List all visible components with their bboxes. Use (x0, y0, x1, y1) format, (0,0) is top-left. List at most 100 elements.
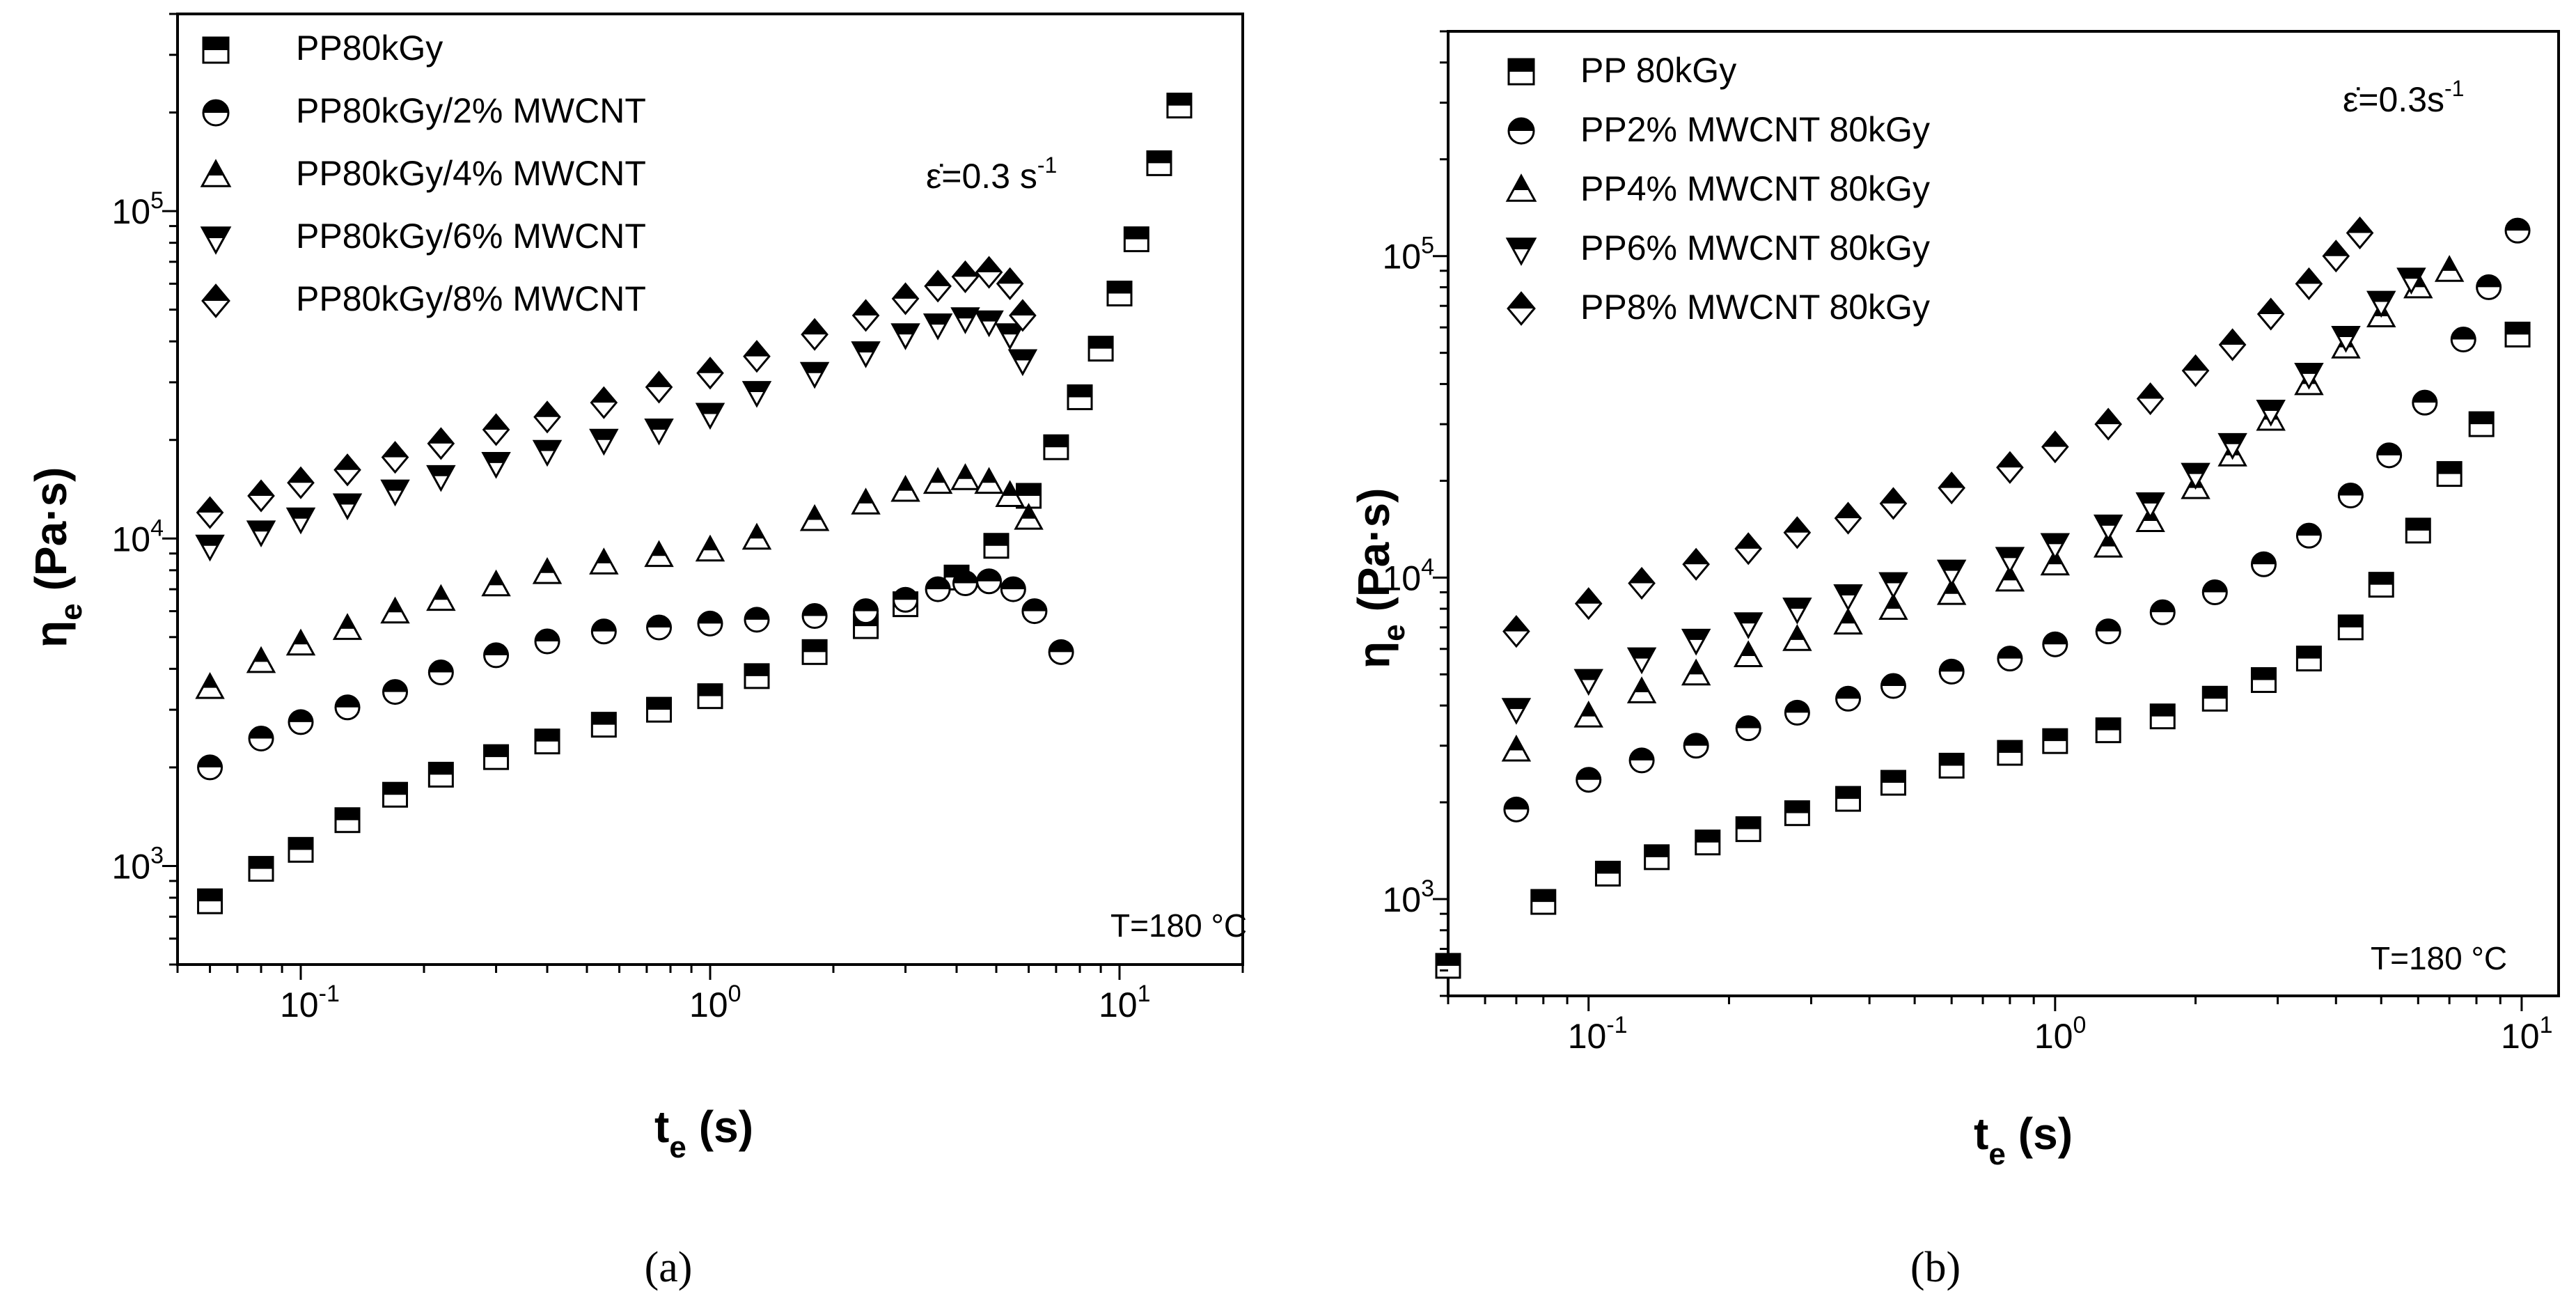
y-axis-title-b: ηe(Pa·s) (1349, 488, 1411, 669)
data-point (1695, 829, 1721, 856)
data-point (2040, 533, 2071, 561)
data-point (1735, 715, 1761, 742)
data-point (741, 522, 772, 550)
data-point (741, 381, 772, 408)
data-point (382, 679, 409, 705)
legend-marker-a-4 (201, 283, 230, 318)
data-point (995, 323, 1025, 350)
data-point (427, 761, 454, 788)
legend-label-b-2: PP4% MWCNT 80kGy (1580, 169, 1930, 208)
data-point (532, 439, 563, 467)
data-point (1043, 434, 1069, 460)
data-point (1878, 593, 1908, 621)
data-point (2094, 407, 2122, 441)
data-point (380, 596, 410, 624)
strain-rate-label-a: ε̇=0.3 s-1 (926, 153, 1057, 196)
data-point (1626, 676, 1657, 703)
x-tick-label-a-0: 10-1 (280, 981, 340, 1024)
data-point (646, 614, 673, 641)
series-b-3 (1501, 267, 2426, 725)
data-point (2042, 728, 2068, 754)
data-point (799, 361, 830, 389)
data-point (1501, 734, 1532, 762)
data-point (248, 856, 274, 882)
y-tick-label-a-2: 105 (111, 187, 164, 231)
data-point (974, 467, 1004, 494)
axis-ticks-b: 10-1 100 101 103 104 105 (1382, 30, 2553, 1056)
y-axis-sub-a: e (54, 603, 88, 620)
legend-marker-b-3 (1505, 237, 1537, 266)
data-point (1735, 816, 1761, 843)
data-point (1146, 150, 1172, 176)
temperature-label-b: T=180 °C (2371, 940, 2507, 976)
series-a-2 (195, 463, 1044, 699)
data-point (2504, 321, 2531, 348)
data-point (893, 586, 919, 613)
data-point (922, 313, 953, 341)
data-point (1021, 598, 1048, 625)
data-point (2468, 411, 2495, 437)
data-point (801, 318, 828, 351)
data-point (1938, 471, 1965, 505)
y-tick-label-b-2: 105 (1382, 233, 1434, 276)
data-point (427, 660, 454, 686)
legend-b: PP 80kGy PP2% MWCNT 80kGy PP4% MWCNT 80k… (1505, 51, 1930, 327)
data-point (646, 696, 673, 723)
legend-marker-a-3 (200, 226, 232, 255)
data-point (801, 603, 828, 630)
data-point (195, 534, 225, 562)
data-point (2504, 217, 2531, 244)
legend-marker-b-1 (1507, 117, 1535, 145)
data-point (1681, 658, 1711, 686)
data-point (891, 282, 920, 315)
data-point (975, 256, 1003, 289)
data-point (382, 781, 409, 808)
data-point (482, 413, 510, 446)
data-point (533, 400, 561, 434)
data-point (534, 628, 560, 655)
data-point (2376, 442, 2403, 469)
data-point (197, 888, 223, 914)
data-point (426, 465, 456, 492)
x-axis-unit-b: (s) (2018, 1109, 2073, 1159)
y-axis-title-a: ηe(Pa·s) (26, 467, 88, 648)
data-point (589, 428, 619, 456)
data-point (2217, 432, 2247, 460)
data-point (951, 260, 980, 294)
panel-label-b: (b) (1910, 1244, 1961, 1291)
legend-a: PP80kGy PP80kGy/2% MWCNT PP80kGy/4% MWCN… (200, 29, 646, 318)
data-point (2250, 551, 2277, 577)
data-point (2149, 599, 2176, 625)
data-point (644, 419, 674, 446)
data-point (644, 540, 674, 568)
legend-label-a-2: PP80kGy/4% MWCNT (296, 154, 646, 193)
data-point (1000, 576, 1026, 602)
data-point (590, 712, 617, 738)
data-point (2256, 400, 2286, 427)
data-point (2256, 297, 2285, 331)
data-point (1574, 587, 1603, 621)
data-point (995, 480, 1025, 507)
data-point (285, 507, 316, 535)
y-tick-label-b-0: 103 (1382, 875, 1434, 919)
data-point (1628, 566, 1656, 600)
data-point (483, 642, 510, 669)
data-point (2337, 483, 2364, 509)
x-tick-label-b-2: 101 (2501, 1012, 2553, 1056)
data-point (1936, 578, 1967, 605)
data-point (590, 618, 617, 645)
data-point (426, 584, 456, 611)
data-point (950, 307, 980, 334)
data-point (2218, 328, 2247, 361)
y-tick-label-b-1: 104 (1382, 554, 1434, 598)
data-point (334, 807, 361, 834)
chart-panel-b: 10-1 100 101 103 104 105 PP 80kGy PP2% MWCNT … (1349, 30, 2560, 1291)
data-point (1048, 639, 1074, 665)
data-point (2295, 646, 2322, 672)
data-point (589, 547, 619, 575)
legend-label-a-1: PP80kGy/2% MWCNT (296, 91, 646, 130)
data-point (534, 728, 560, 755)
data-point (1938, 658, 1965, 685)
x-tick-label-b-0: 10-1 (1568, 1012, 1628, 1056)
strain-rate-exp-b: -1 (2444, 76, 2464, 101)
